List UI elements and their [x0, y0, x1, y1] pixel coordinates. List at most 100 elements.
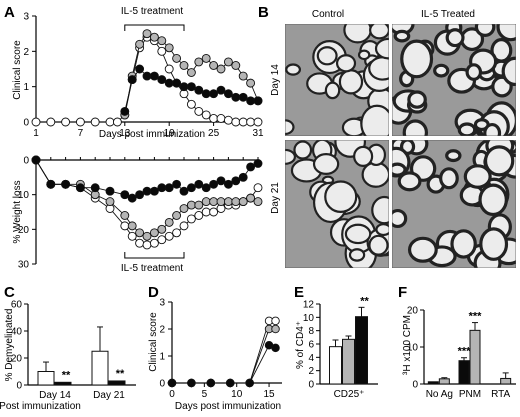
axon-profile	[392, 162, 407, 177]
treatment-bracket	[124, 252, 185, 259]
axon-profile	[316, 46, 338, 66]
data-point-gray	[135, 39, 145, 49]
axon-profile	[360, 104, 389, 136]
data-point-white	[201, 207, 211, 217]
c-xlabel: Post immunization	[0, 401, 81, 412]
y-tick-label: 12	[303, 300, 315, 311]
data-point-black	[209, 89, 219, 99]
data-point-white	[179, 221, 189, 231]
axon-profile	[483, 122, 502, 136]
data-point-black	[127, 193, 137, 203]
axon-profile	[465, 63, 483, 81]
chart-f-proliferation: ³H x100 CPM 0 10 20 No Ag PNM RTA *** ***	[402, 306, 516, 400]
data-point-gray	[172, 211, 182, 220]
data-point-black	[245, 378, 254, 388]
data-point-gray	[223, 57, 233, 67]
axon-profile	[344, 223, 372, 245]
axon-profile	[368, 234, 389, 256]
data-point-black	[209, 179, 219, 189]
significance-label: **	[116, 368, 125, 380]
data-point-gray	[127, 221, 137, 231]
axon-profile	[474, 24, 496, 37]
data-point-gray	[271, 324, 280, 334]
y-tick-label: 0	[412, 380, 418, 391]
data-point-gray	[179, 204, 189, 213]
data-point-gray	[105, 197, 115, 207]
data-point-white	[61, 117, 71, 127]
row-label-day14: Day 14	[270, 64, 281, 96]
data-point-white	[209, 114, 219, 123]
data-point-black	[75, 183, 85, 193]
y-tick-label: 8	[308, 326, 314, 337]
x-tick-label: 31	[252, 128, 264, 139]
data-point-gray	[231, 197, 241, 207]
data-point-white	[112, 117, 122, 127]
y-tick-label: 60	[11, 300, 23, 311]
y-tick-label: 0	[16, 381, 22, 392]
data-point-black	[135, 190, 145, 200]
y-tick-label: 20	[11, 354, 23, 365]
y-tick-label: 2	[23, 47, 29, 58]
bar-gray	[438, 378, 450, 385]
x-tick-label: 19	[164, 128, 176, 139]
data-point-black	[231, 176, 241, 186]
data-point-black	[201, 183, 211, 193]
y-tick-label: 10	[18, 190, 30, 201]
axon-profile	[293, 140, 313, 160]
bar-black	[427, 381, 439, 385]
axon-profile	[393, 29, 411, 43]
data-point-black	[157, 75, 167, 85]
axon-profile	[483, 145, 515, 177]
data-point-white	[231, 117, 241, 127]
data-point-black	[223, 89, 233, 99]
data-point-black	[201, 89, 211, 99]
data-point-black	[194, 85, 204, 95]
bar-white	[37, 371, 55, 386]
data-point-gray	[246, 193, 256, 203]
y-tick-label: 1	[159, 352, 165, 363]
data-point-black	[246, 162, 256, 172]
micrograph-grid: Control IL-5 Treated Day 14 Day 21	[270, 9, 516, 268]
chart-c-demyelinated: % Demyelinated Post immunization 0 20 40 60…	[0, 300, 136, 412]
data-point-gray	[231, 61, 241, 70]
x-tick-label: 10	[231, 389, 243, 400]
panel-label-b: B	[258, 4, 269, 21]
data-point-gray	[164, 217, 174, 227]
category-label: Day 21	[93, 390, 125, 401]
y-tick-label: 0	[308, 380, 314, 391]
y-tick-label: 2	[308, 366, 314, 377]
data-point-white	[46, 117, 56, 127]
data-point-white	[105, 117, 115, 127]
bar-gray	[342, 338, 355, 385]
data-point-black	[238, 92, 248, 102]
data-point-black	[149, 186, 159, 196]
data-point-white	[216, 114, 226, 123]
y-tick-label: 40	[11, 327, 23, 338]
data-point-gray	[201, 197, 211, 207]
e-ylabel: % of CD4⁺	[295, 321, 306, 369]
data-point-white	[75, 117, 85, 127]
series-line-gray	[35, 159, 259, 237]
y-tick-label: 2	[159, 325, 165, 336]
data-point-black	[231, 92, 241, 102]
data-point-gray	[142, 29, 152, 39]
d-ylabel: Clinical score	[148, 312, 159, 372]
axon-profile	[369, 24, 389, 40]
data-point-black	[120, 190, 130, 200]
data-point-gray	[172, 53, 182, 63]
data-point-gray	[209, 61, 219, 70]
data-point-gray	[201, 53, 211, 63]
axon-profile	[357, 49, 371, 61]
axon-profile	[407, 236, 438, 263]
data-point-gray	[135, 228, 145, 238]
y-tick-label: 0	[23, 118, 29, 129]
axon-profile	[463, 164, 492, 189]
micrograph-control-day14	[285, 24, 389, 136]
chart-a-clinical-score: Clinical score Days post immunization IL…	[12, 6, 264, 140]
category-label: CD25⁺	[334, 389, 365, 400]
data-point-black	[164, 78, 174, 88]
x-tick-label: 0	[169, 389, 175, 400]
panel-label-d: D	[148, 284, 159, 301]
data-point-black	[167, 378, 177, 388]
data-point-white	[149, 238, 159, 248]
